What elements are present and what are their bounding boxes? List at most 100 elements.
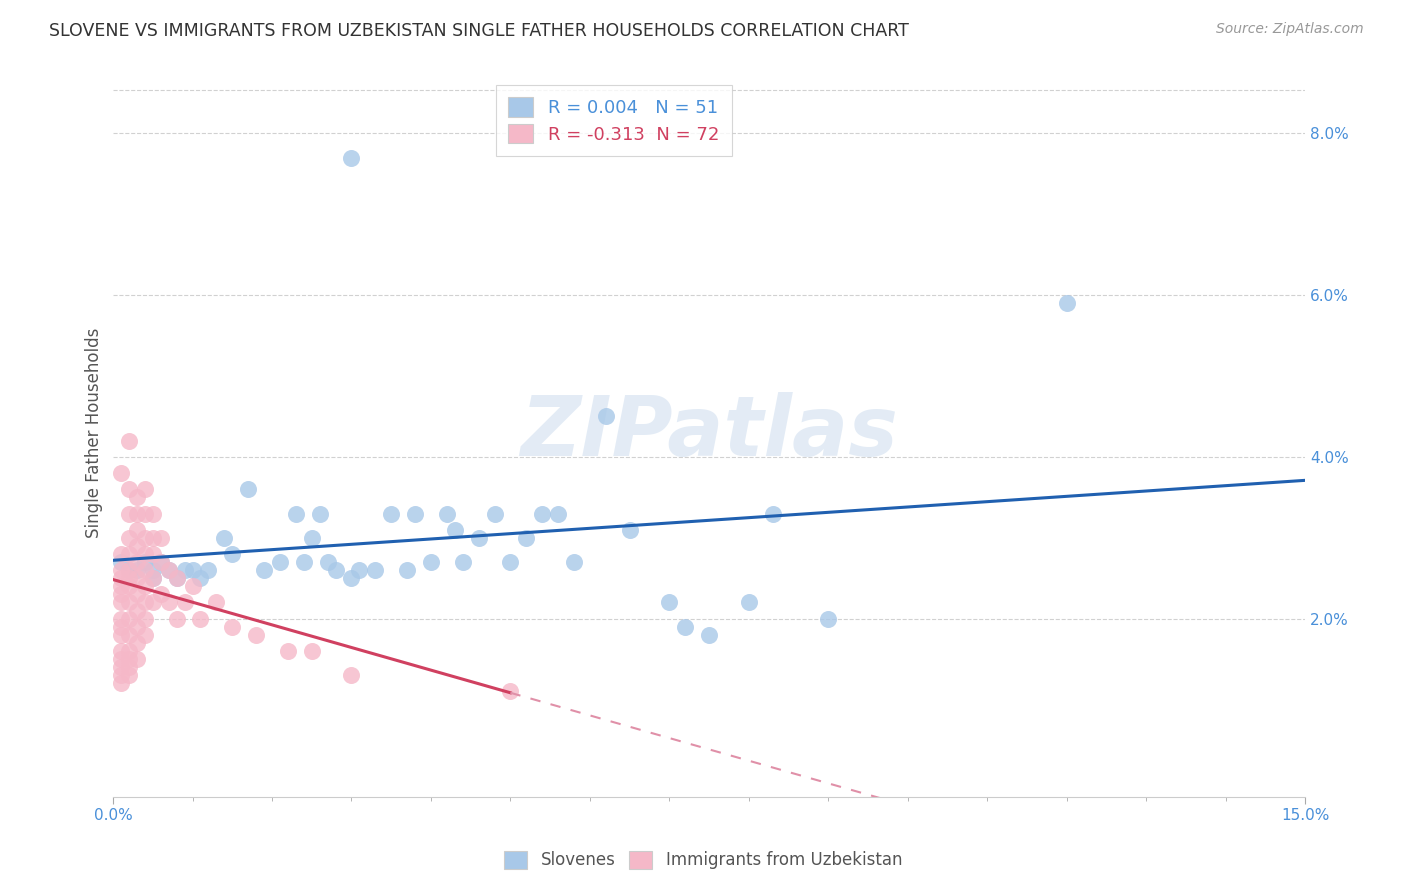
Point	[118, 668, 141, 682]
Y-axis label: Single Father Households: Single Father Households	[86, 327, 103, 538]
Point	[340, 668, 363, 682]
Point	[166, 571, 188, 585]
Point	[340, 151, 363, 165]
Point	[1056, 296, 1078, 310]
Point	[118, 571, 141, 585]
Point	[142, 531, 165, 545]
Point	[118, 482, 141, 496]
Point	[134, 531, 156, 545]
Point	[142, 595, 165, 609]
Point	[110, 595, 132, 609]
Point	[181, 563, 204, 577]
Point	[110, 466, 132, 480]
Point	[110, 628, 132, 642]
Point	[467, 531, 489, 545]
Point	[110, 571, 132, 585]
Point	[762, 507, 785, 521]
Point	[404, 507, 426, 521]
Point	[190, 571, 212, 585]
Point	[531, 507, 554, 521]
Point	[118, 434, 141, 448]
Point	[547, 507, 569, 521]
Point	[443, 523, 465, 537]
Point	[436, 507, 458, 521]
Point	[142, 547, 165, 561]
Point	[380, 507, 402, 521]
Point	[110, 676, 132, 690]
Point	[181, 579, 204, 593]
Point	[118, 531, 141, 545]
Point	[451, 555, 474, 569]
Point	[292, 555, 315, 569]
Point	[595, 409, 617, 424]
Point	[245, 628, 267, 642]
Point	[166, 612, 188, 626]
Point	[110, 644, 132, 658]
Point	[562, 555, 585, 569]
Point	[134, 628, 156, 642]
Point	[118, 547, 141, 561]
Point	[515, 531, 537, 545]
Point	[157, 595, 180, 609]
Point	[118, 652, 141, 666]
Point	[118, 628, 141, 642]
Text: SLOVENE VS IMMIGRANTS FROM UZBEKISTAN SINGLE FATHER HOUSEHOLDS CORRELATION CHART: SLOVENE VS IMMIGRANTS FROM UZBEKISTAN SI…	[49, 22, 910, 40]
Point	[110, 563, 132, 577]
Point	[817, 612, 839, 626]
Point	[619, 523, 641, 537]
Point	[269, 555, 291, 569]
Point	[340, 571, 363, 585]
Point	[125, 507, 148, 521]
Point	[214, 531, 236, 545]
Point	[142, 563, 165, 577]
Text: ZIPatlas: ZIPatlas	[520, 392, 898, 473]
Point	[236, 482, 259, 496]
Point	[134, 482, 156, 496]
Point	[149, 555, 172, 569]
Point	[125, 563, 148, 577]
Point	[110, 587, 132, 601]
Point	[221, 620, 243, 634]
Point	[166, 571, 188, 585]
Point	[142, 571, 165, 585]
Point	[308, 507, 330, 521]
Point	[134, 563, 156, 577]
Point	[125, 555, 148, 569]
Text: Source: ZipAtlas.com: Source: ZipAtlas.com	[1216, 22, 1364, 37]
Point	[125, 571, 148, 585]
Legend: Slovenes, Immigrants from Uzbekistan: Slovenes, Immigrants from Uzbekistan	[494, 840, 912, 880]
Point	[149, 531, 172, 545]
Point	[110, 620, 132, 634]
Point	[325, 563, 347, 577]
Point	[125, 604, 148, 618]
Point	[673, 620, 696, 634]
Point	[125, 620, 148, 634]
Point	[125, 587, 148, 601]
Point	[738, 595, 761, 609]
Point	[125, 539, 148, 553]
Point	[110, 547, 132, 561]
Point	[658, 595, 681, 609]
Point	[110, 652, 132, 666]
Point	[118, 612, 141, 626]
Point	[134, 547, 156, 561]
Point	[157, 563, 180, 577]
Point	[396, 563, 419, 577]
Point	[157, 563, 180, 577]
Point	[110, 555, 132, 569]
Point	[142, 571, 165, 585]
Point	[134, 595, 156, 609]
Point	[173, 595, 195, 609]
Point	[253, 563, 276, 577]
Point	[697, 628, 720, 642]
Point	[110, 660, 132, 674]
Point	[118, 579, 141, 593]
Point	[110, 668, 132, 682]
Point	[125, 652, 148, 666]
Point	[134, 555, 156, 569]
Point	[125, 636, 148, 650]
Point	[284, 507, 307, 521]
Point	[118, 563, 141, 577]
Point	[499, 684, 522, 698]
Point	[419, 555, 441, 569]
